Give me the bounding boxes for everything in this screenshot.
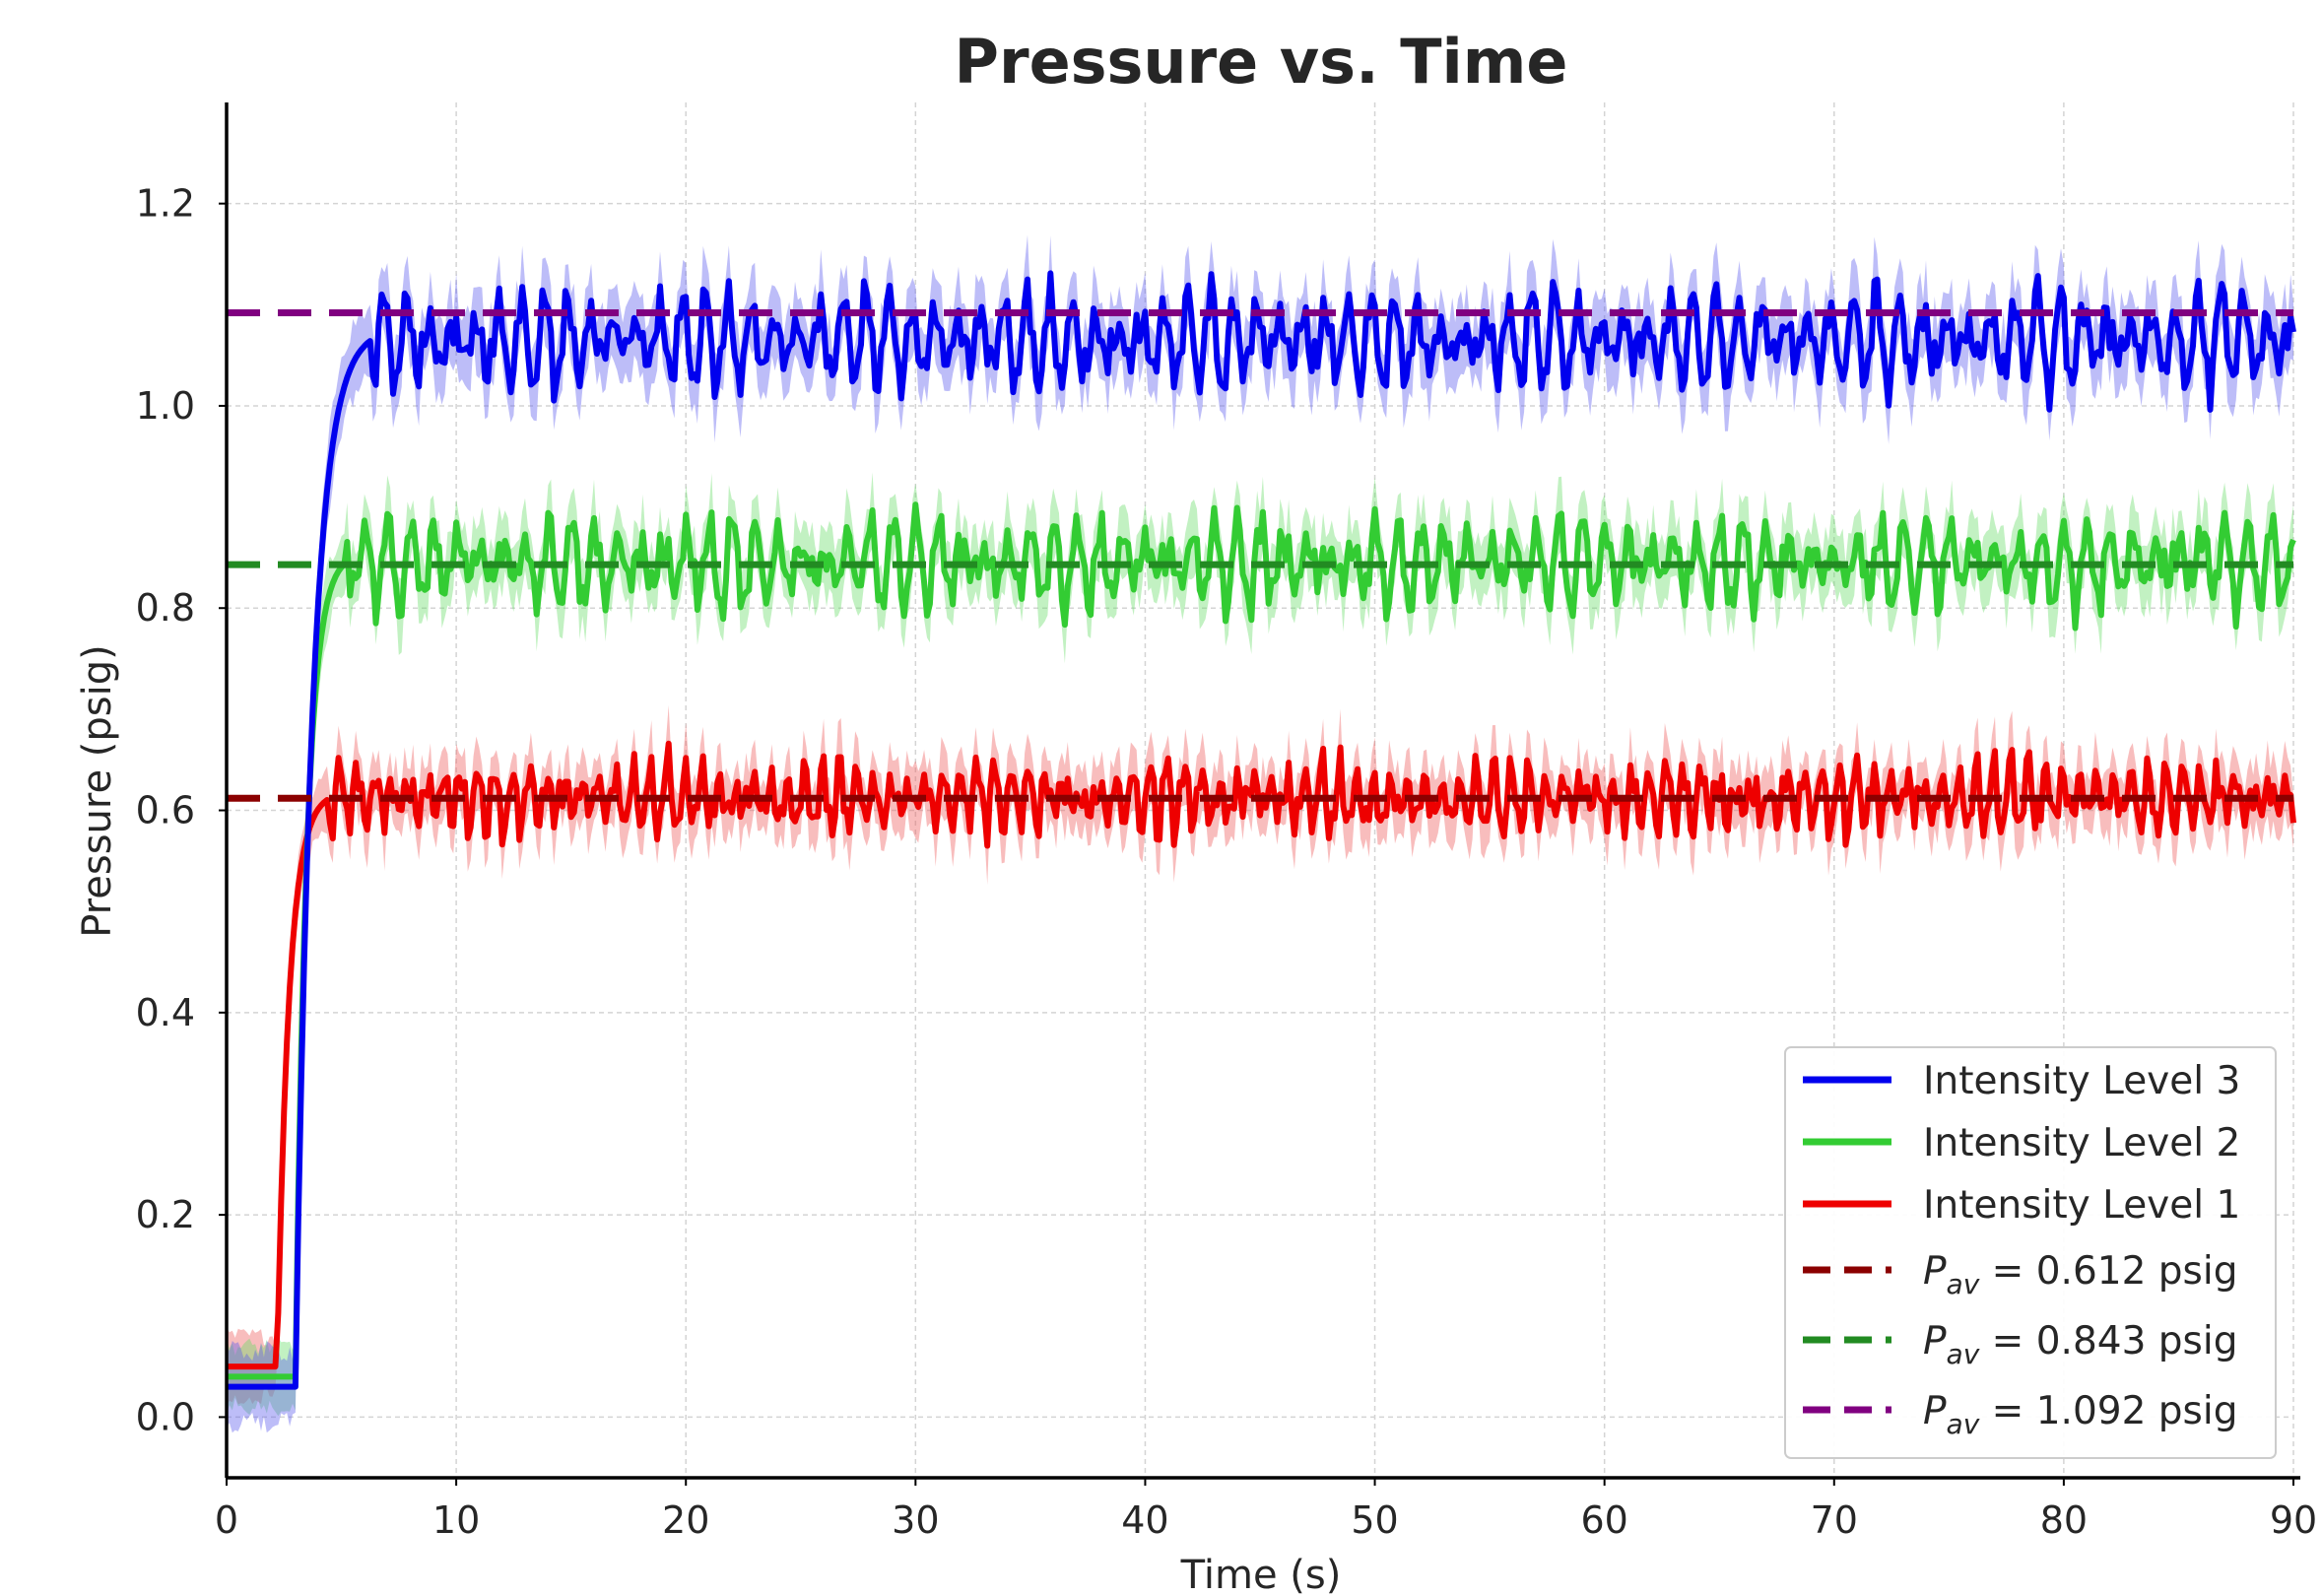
series-band-2 bbox=[227, 704, 2293, 1406]
x-tick-label-5: 50 bbox=[1351, 1498, 1398, 1542]
x-tick-label-9: 90 bbox=[2270, 1498, 2317, 1542]
legend: Intensity Level 3 Intensity Level 2 Intens… bbox=[1784, 1046, 2277, 1459]
y-axis-label: Pressure (psig) bbox=[75, 644, 120, 937]
x-tick-label-2: 20 bbox=[662, 1498, 709, 1542]
legend-label-0: Intensity Level 3 bbox=[1923, 1059, 2240, 1103]
series-line-0 bbox=[226, 270, 2296, 1390]
chart-title: Pressure vs. Time bbox=[955, 26, 1568, 98]
x-tick-label-6: 60 bbox=[1580, 1498, 1627, 1542]
legend-label-1: Intensity Level 2 bbox=[1923, 1121, 2240, 1165]
x-tick-label-7: 70 bbox=[1811, 1498, 1858, 1542]
x-tick-label-8: 80 bbox=[2040, 1498, 2088, 1542]
series-line-1 bbox=[226, 501, 2296, 1380]
x-tick-label-3: 30 bbox=[892, 1498, 939, 1542]
y-tick-label-3: 0.6 bbox=[136, 789, 195, 832]
series-lines bbox=[226, 270, 2296, 1390]
legend-label-4: Pav = 0.843 psig bbox=[1923, 1319, 2237, 1370]
x-tick-label-4: 40 bbox=[1121, 1498, 1168, 1542]
reference-lines bbox=[227, 309, 2293, 802]
x-tick-label-0: 0 bbox=[215, 1498, 238, 1542]
series-line-2 bbox=[226, 740, 2296, 1370]
legend-label-3: Pav = 0.612 psig bbox=[1923, 1249, 2237, 1300]
y-tick-label-6: 1.2 bbox=[136, 182, 195, 226]
x-tick-label-1: 10 bbox=[432, 1498, 480, 1542]
y-axis-ticks: 0.0 0.2 0.4 0.6 0.8 1.0 1.2 bbox=[136, 182, 227, 1438]
y-tick-label-0: 0.0 bbox=[136, 1395, 195, 1438]
legend-frame bbox=[1784, 1046, 2277, 1459]
legend-label-5: Pav = 1.092 psig bbox=[1923, 1389, 2237, 1440]
legend-label-2: Intensity Level 1 bbox=[1923, 1183, 2240, 1228]
x-axis-ticks: 0 10 20 30 40 50 60 70 80 90 bbox=[215, 1478, 2317, 1542]
y-tick-label-2: 0.4 bbox=[136, 991, 195, 1034]
y-tick-label-4: 0.8 bbox=[136, 586, 195, 630]
y-tick-label-5: 1.0 bbox=[136, 384, 195, 428]
x-axis-label: Time (s) bbox=[1180, 1553, 1342, 1596]
y-tick-label-1: 0.2 bbox=[136, 1193, 195, 1236]
